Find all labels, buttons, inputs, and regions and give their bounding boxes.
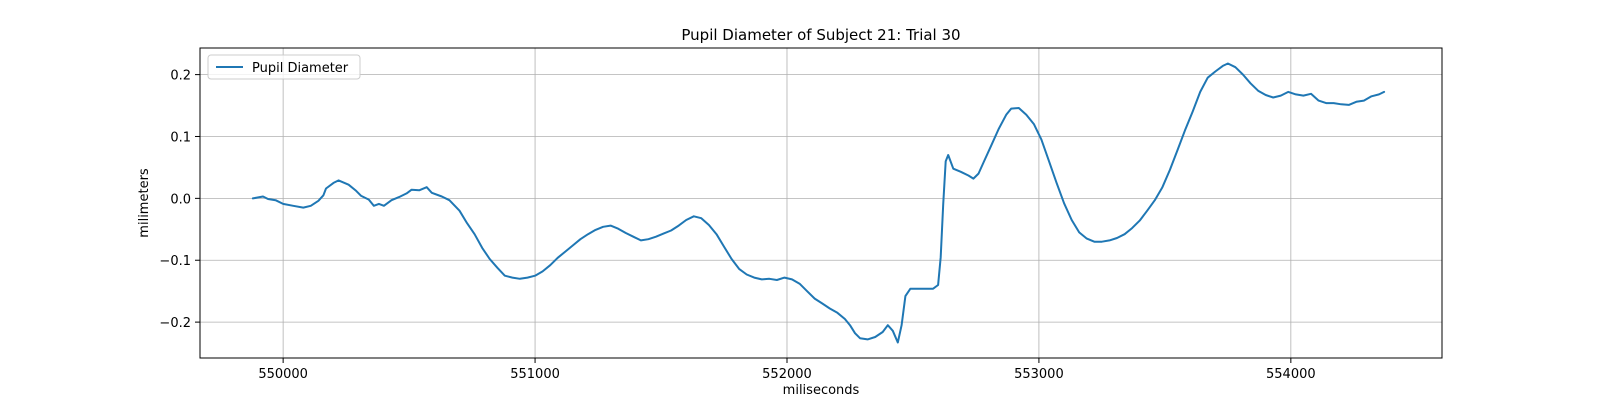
x-tick-label: 552000	[762, 367, 812, 382]
plot-frame	[199, 47, 1443, 359]
legend-label: Pupil Diameter	[252, 61, 349, 76]
x-tick-label: 550000	[258, 367, 308, 382]
y-tick-label: −0.2	[159, 316, 191, 331]
x-axis-title: miliseconds	[783, 383, 860, 398]
series-line-pupil-diameter	[251, 62, 1386, 344]
series-lines	[251, 62, 1386, 344]
y-axis-title: milimeters	[137, 168, 152, 238]
x-tick-label: 554000	[1266, 367, 1316, 382]
y-tick-label: 0.1	[170, 130, 191, 145]
axis-ticks: 550000 551000 552000 553000 554000 −0.2 −0.1 0.…	[159, 69, 1315, 382]
legend: Pupil Diameter	[207, 54, 361, 80]
y-tick-label: −0.1	[159, 254, 191, 269]
grid	[200, 48, 1442, 358]
x-tick-label: 553000	[1014, 367, 1064, 382]
y-tick-label: 0.0	[170, 192, 191, 207]
chart-title: Pupil Diameter of Subject 21: Trial 30	[681, 26, 960, 44]
legend-box	[207, 54, 361, 80]
x-tick-label: 551000	[510, 367, 560, 382]
y-tick-label: 0.2	[170, 69, 191, 84]
